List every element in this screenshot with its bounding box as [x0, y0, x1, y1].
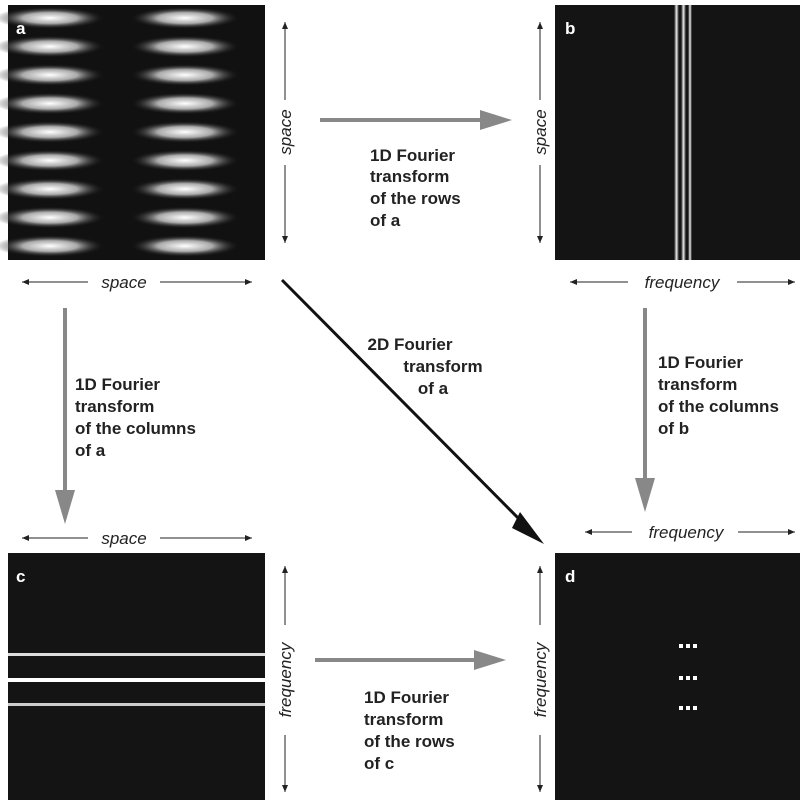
axis-label: frequency: [645, 273, 721, 292]
caption-line: 1D Fourier: [364, 688, 449, 707]
blob: [130, 35, 240, 58]
caption-line: 2D Fourier: [367, 335, 452, 354]
panel-label: d: [565, 567, 575, 586]
blob: [130, 121, 240, 143]
caption-line: of the rows: [370, 189, 461, 208]
caption-line: of b: [658, 419, 689, 438]
blob: [0, 92, 105, 115]
axis-label: space: [531, 109, 550, 154]
caption-line: of a: [75, 441, 106, 460]
caption-line: 1D Fourier: [75, 375, 160, 394]
blob: [0, 235, 105, 257]
blob: [0, 64, 105, 86]
panel-c: c: [8, 553, 265, 800]
caption-line: of the rows: [364, 732, 455, 751]
axis-label: frequency: [276, 641, 295, 717]
panel-d: d: [555, 553, 800, 800]
axis-label: frequency: [531, 641, 550, 717]
caption-line: 1D Fourier: [658, 353, 743, 372]
axis-label: frequency: [649, 523, 725, 542]
caption-line: 1D Fourier: [370, 146, 455, 165]
caption-line: of a: [418, 379, 449, 398]
blob: [0, 7, 105, 29]
captions: 1D Fourier transform of the rows of a 1D…: [75, 146, 779, 773]
axis-label: space: [276, 109, 295, 154]
blob: [0, 149, 105, 172]
blob: [130, 64, 240, 86]
blob: [0, 178, 105, 200]
panel-b: b: [555, 5, 800, 260]
caption-line: of the columns: [75, 419, 196, 438]
axis-label: space: [101, 273, 146, 292]
caption-line: of c: [364, 754, 394, 773]
panel-label: c: [16, 567, 25, 586]
blob: [130, 7, 240, 29]
blob: [130, 92, 240, 115]
blob: [0, 35, 105, 58]
blob: [130, 178, 240, 200]
caption-line: transform: [403, 357, 482, 376]
caption-line: transform: [658, 375, 737, 394]
caption-line: of the columns: [658, 397, 779, 416]
blob: [130, 235, 240, 257]
caption-line: transform: [370, 167, 449, 186]
blob: [130, 149, 240, 172]
blob: [0, 206, 105, 229]
blob: [130, 206, 240, 229]
panel-label: a: [16, 19, 26, 38]
blob: [0, 121, 105, 143]
transform-arrows: [55, 110, 655, 670]
caption-line: transform: [364, 710, 443, 729]
caption-line: transform: [75, 397, 154, 416]
axis-arrows: space space space frequency space freque…: [22, 22, 795, 792]
axis-label: space: [101, 529, 146, 548]
caption-line: of a: [370, 211, 401, 230]
panel-label: b: [565, 19, 575, 38]
panel-a: a: [0, 5, 265, 260]
